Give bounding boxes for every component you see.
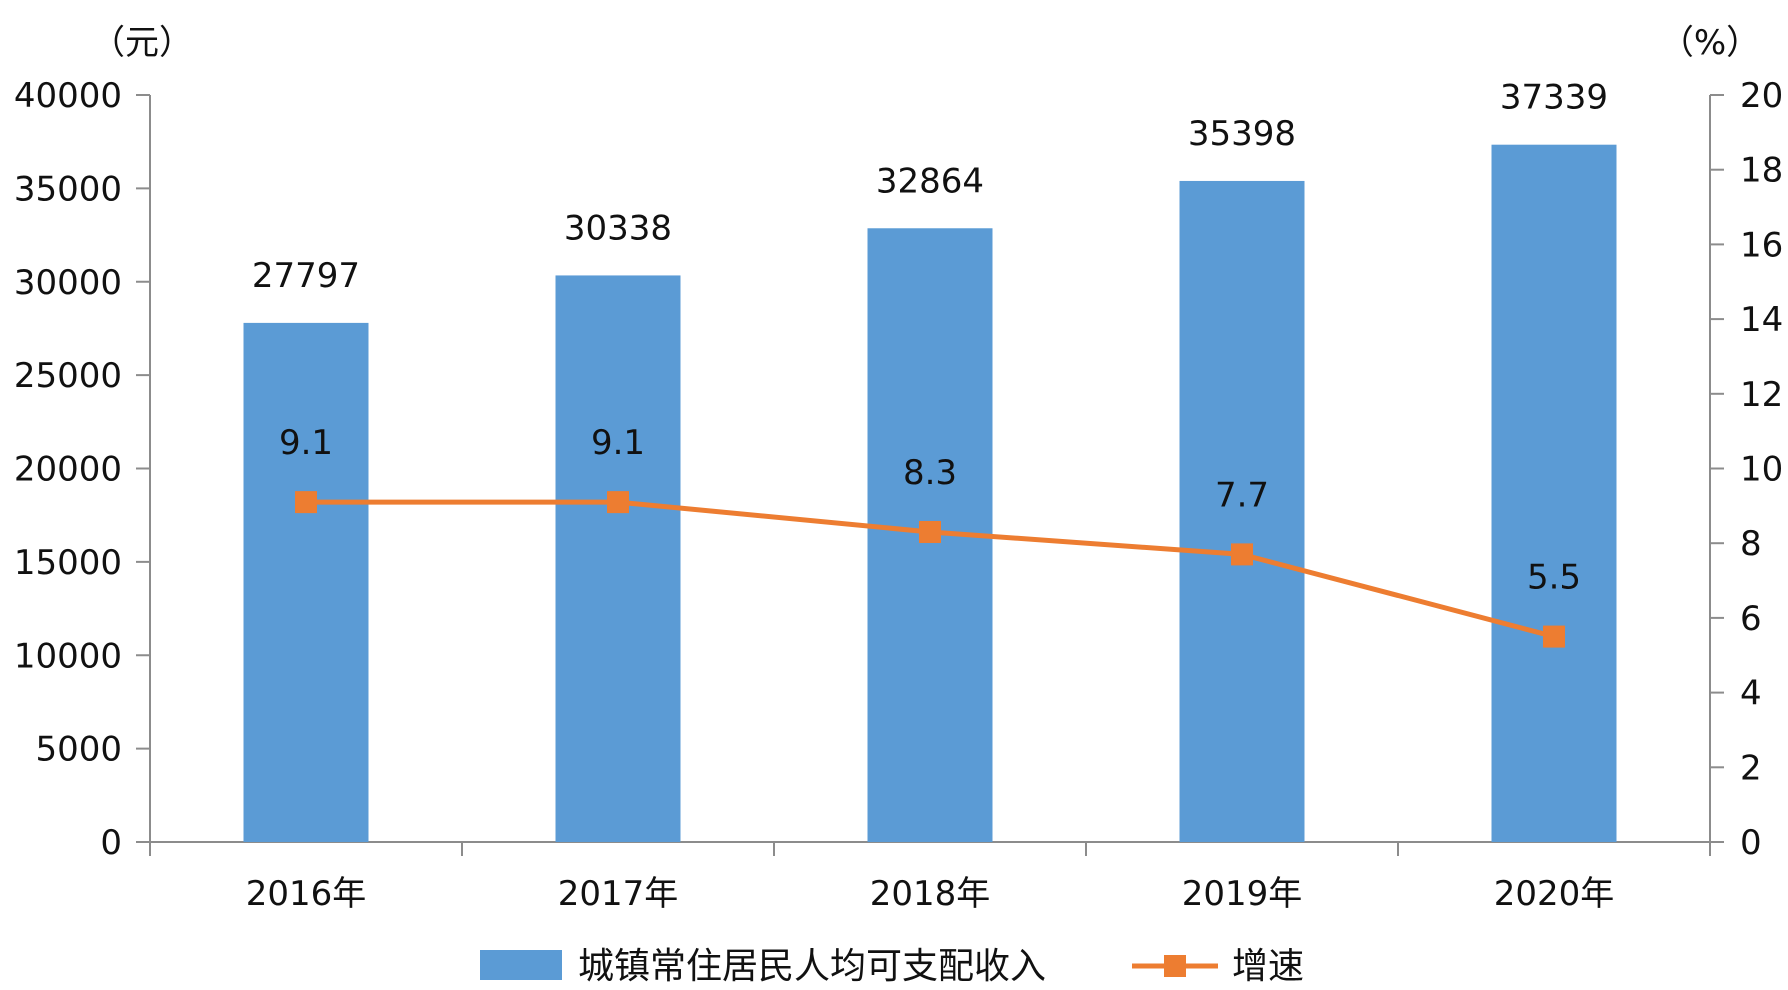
left-y-unit: （元） [91,23,193,63]
bar-value-label: 27797 [252,256,360,296]
legend-bar-swatch [480,950,562,980]
legend: 城镇常住居民人均可支配收入 增速 [480,946,1304,987]
growth-value-label: 9.1 [279,423,333,463]
bar-value-label: 30338 [564,208,672,248]
left-y-tick-label: 40000 [14,76,122,116]
growth-marker [295,491,317,514]
left-y-tick-label: 5000 [35,730,122,770]
bar-value-label: 32864 [876,161,984,201]
growth-value-label: 9.1 [591,423,645,463]
left-y-tick-label: 10000 [14,636,122,676]
bar-value-label: 35398 [1188,114,1296,154]
axes: 0 5000 10000 15000 20000 25000 30000 35000 40000… [14,23,1783,914]
right-y-tick-label: 14 [1740,300,1783,340]
x-tick-label: 2019年 [1182,874,1303,914]
legend-line-label: 增速 [1232,946,1304,987]
bars [243,144,1617,843]
bar-value-label: 37339 [1500,78,1608,118]
right-y-tick-label: 8 [1740,524,1762,564]
right-y-tick-label: 16 [1740,225,1783,265]
left-y-tick-label: 25000 [14,356,122,396]
bar [555,275,681,842]
legend-line-marker [1164,955,1186,977]
right-y-tick-label: 6 [1740,599,1762,639]
right-y-tick-label: 10 [1740,450,1783,490]
right-y-tick-label: 4 [1740,674,1762,714]
left-y-tick-label: 20000 [14,450,122,490]
data-labels: 27797 30338 32864 35398 37339 9.1 9.1 8.3 7.7 5.5 [252,78,1608,598]
growth-line-group [295,491,1565,648]
right-y-tick-label: 2 [1740,748,1762,788]
right-y-tick-label: 0 [1740,823,1762,863]
growth-marker [1543,625,1565,648]
right-y-unit: （%） [1660,23,1760,63]
left-y-tick-label: 0 [100,823,122,863]
left-y-tick-label: 30000 [14,263,122,303]
bar [1491,144,1617,843]
left-y-tick-label: 35000 [14,169,122,209]
bar [1179,180,1305,842]
x-tick-label: 2018年 [870,874,991,914]
growth-marker [607,491,629,514]
growth-value-label: 8.3 [903,453,957,493]
growth-marker [1231,543,1253,566]
bar [243,322,369,843]
legend-bar-label: 城镇常住居民人均可支配收入 [578,946,1046,987]
x-tick-label: 2020年 [1494,874,1615,914]
growth-value-label: 7.7 [1215,475,1269,515]
right-y-tick-label: 20 [1740,76,1783,116]
left-y-tick-label: 15000 [14,543,122,583]
x-tick-label: 2017年 [558,874,679,914]
right-y-tick-label: 12 [1740,375,1783,415]
right-y-tick-label: 18 [1740,151,1783,191]
growth-marker [919,520,941,543]
growth-value-label: 5.5 [1527,558,1581,598]
x-tick-label: 2016年 [246,874,367,914]
